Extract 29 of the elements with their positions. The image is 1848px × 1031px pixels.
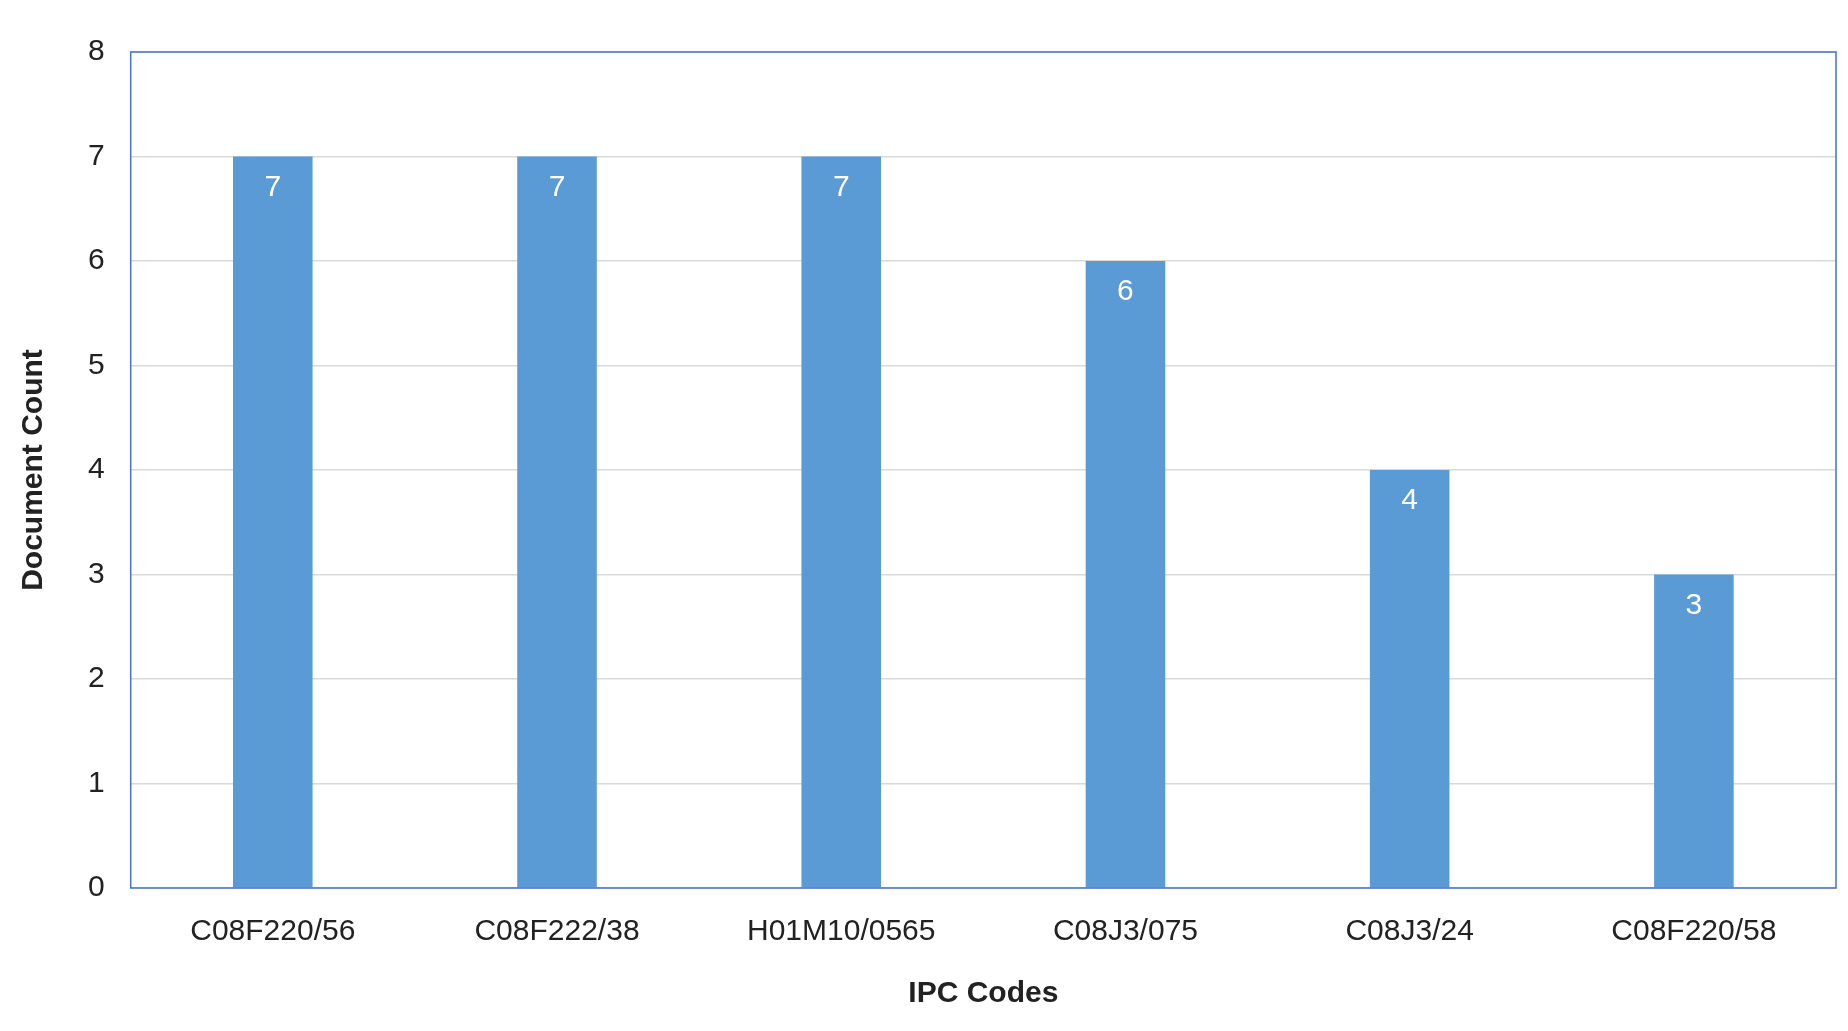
y-tick-label: 5 <box>88 346 105 380</box>
x-axis-title: IPC Codes <box>908 975 1059 1009</box>
y-tick-label: 4 <box>88 451 105 485</box>
bar <box>517 156 597 888</box>
x-tick-label: C08F220/56 <box>190 913 356 947</box>
y-tick-label: 3 <box>88 555 105 589</box>
x-tick-label: C08F220/58 <box>1611 913 1777 947</box>
x-tick-label: C08F222/38 <box>474 913 640 947</box>
x-tick-label: H01M10/0565 <box>747 913 936 947</box>
data-label: 4 <box>1401 482 1419 516</box>
bar <box>801 156 882 888</box>
bar <box>1654 574 1734 888</box>
data-label: 7 <box>832 168 850 202</box>
x-tick-label: C08J3/075 <box>1052 913 1199 947</box>
bar <box>1369 470 1450 888</box>
y-tick-label: 0 <box>88 869 105 903</box>
y-tick-label: 7 <box>88 137 105 171</box>
y-tick-label: 8 <box>88 33 105 67</box>
bar <box>1085 261 1166 888</box>
x-tick-label: C08J3/24 <box>1345 913 1474 947</box>
y-tick-label: 2 <box>88 660 105 694</box>
bar <box>233 156 313 888</box>
y-tick-label: 6 <box>88 242 105 276</box>
data-label: 6 <box>1117 273 1134 307</box>
data-label: 7 <box>548 168 566 202</box>
y-tick-label: 1 <box>88 764 105 798</box>
y-axis-title: Document Count <box>15 349 49 591</box>
data-label: 7 <box>264 168 282 202</box>
data-label: 3 <box>1685 586 1703 620</box>
